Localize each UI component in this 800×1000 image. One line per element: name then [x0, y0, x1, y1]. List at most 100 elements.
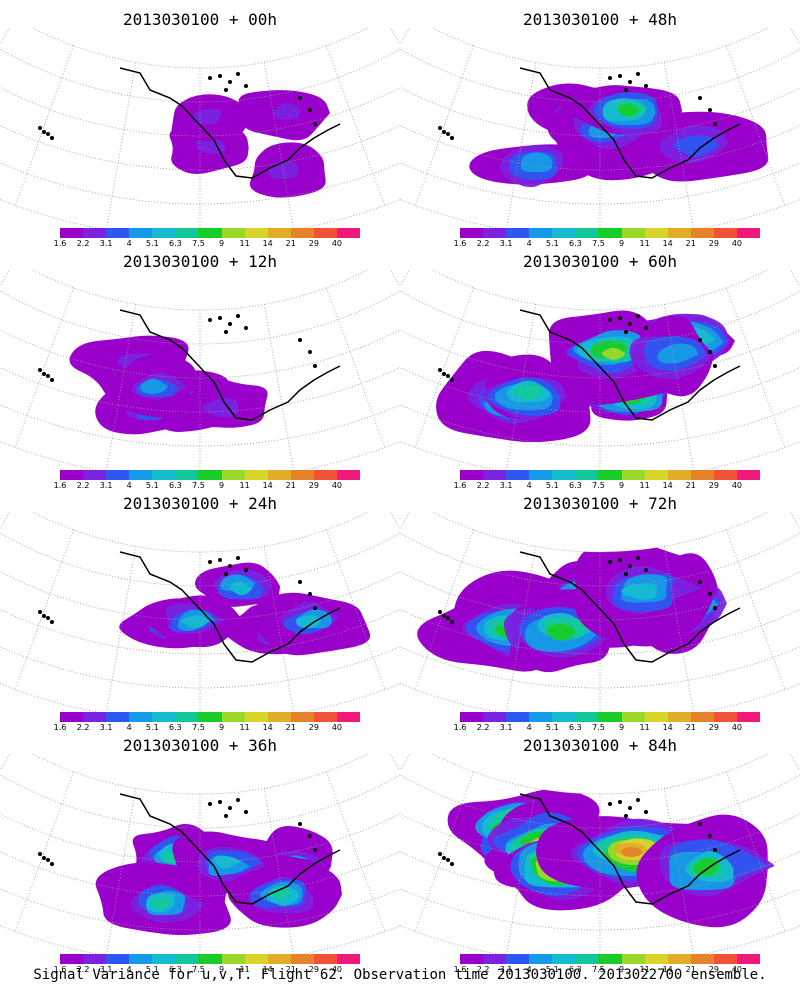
legend-swatch [552, 712, 576, 722]
legend-tick-label: 6.3 [169, 723, 182, 732]
legend-tick-label: 4 [126, 965, 132, 974]
legend-swatch [198, 470, 222, 480]
legend-color-bar [60, 712, 361, 722]
legend-tick-label: 1.6 [53, 965, 67, 974]
variance-contour [621, 846, 644, 857]
islands [438, 556, 717, 624]
legend-swatch [152, 470, 176, 480]
legend-swatch [483, 712, 507, 722]
panel-title: 2013030100 + 72h [522, 494, 678, 513]
legend-tick-label: 29 [308, 965, 319, 974]
legend-color-bar [460, 228, 761, 238]
legend-swatch [152, 712, 176, 722]
legend-tick-label: 14 [662, 965, 673, 974]
map-panel: 2013030100 + 12h 1.6 2.2 3.1 4 5.1 6.3 7.5 9 11 14… [0, 248, 400, 493]
variance-contour [296, 615, 321, 629]
legend-swatch [529, 954, 553, 964]
legend-tick-label: 9 [218, 965, 225, 974]
variance-contour [150, 898, 170, 910]
legend-tick-label: 40 [331, 481, 343, 490]
legend-swatch [667, 228, 691, 238]
legend-tick-label: 5.1 [545, 481, 559, 490]
legend-swatch [129, 954, 153, 964]
legend-tick-label: 14 [662, 481, 673, 490]
legend-tick-label: 7.5 [192, 723, 205, 732]
legend-swatch [644, 470, 668, 480]
legend-tick-label: 40 [331, 239, 343, 248]
legend-tick-label: 3.1 [99, 481, 113, 490]
legend-swatch [313, 712, 337, 722]
variance-contour [268, 160, 299, 180]
legend-tick-label: 14 [262, 481, 273, 490]
color-legend: 1.6 2.2 3.1 4 5.1 6.3 7.5 9 11 14 21 29 40 [54, 470, 361, 492]
legend-tick-label: 29 [708, 965, 719, 974]
legend-tick-label: 29 [308, 481, 319, 490]
panel-title: 2013030100 + 12h [122, 252, 278, 271]
map-panel: 2013030100 + 60h 1.6 2.2 3.1 4 5.1 6.3 7.5 9 11 14… [400, 248, 800, 493]
legend-swatch [644, 712, 668, 722]
legend-swatch [552, 954, 576, 964]
legend-labels: 1.6 2.2 3.1 4 5.1 6.3 7.5 9 11 14 21 29 40 [454, 722, 760, 732]
legend-tick-label: 5.1 [145, 965, 159, 974]
legend-swatch [152, 228, 176, 238]
coastline [119, 309, 341, 421]
variance-map [400, 28, 800, 228]
legend-tick-label: 2.2 [476, 481, 490, 490]
legend-swatch [152, 954, 176, 964]
legend-tick-label: 6.3 [569, 239, 582, 248]
legend-tick-label: 21 [685, 723, 696, 732]
color-legend: 1.6 2.2 3.1 4 5.1 6.3 7.5 9 11 14 21 29 40 [54, 228, 361, 250]
legend-swatch [644, 954, 668, 964]
legend-swatch [198, 954, 222, 964]
legend-tick-label: 11 [239, 965, 250, 974]
legend-tick-label: 11 [239, 723, 250, 732]
legend-tick-label: 4 [126, 723, 132, 732]
variance-map [0, 754, 400, 954]
legend-tick-label: 14 [262, 239, 273, 248]
legend-tick-label: 40 [731, 965, 743, 974]
legend-tick-label: 3.1 [99, 239, 113, 248]
legend-swatch [175, 470, 199, 480]
legend-swatch [598, 228, 622, 238]
legend-swatch [690, 228, 714, 238]
legend-tick-label: 11 [639, 723, 650, 732]
legend-swatch [336, 228, 361, 238]
legend-swatch [506, 470, 530, 480]
legend-tick-label: 5.1 [545, 239, 559, 248]
legend-tick-label: 9 [618, 481, 625, 490]
variance-contour [214, 855, 242, 870]
islands [438, 72, 717, 140]
legend-swatch [290, 228, 314, 238]
figure-caption: Signal Variance for u,v,T. Flight 62. Ob… [33, 967, 767, 983]
legend-labels: 1.6 2.2 3.1 4 5.1 6.3 7.5 9 11 14 21 29 40 [54, 722, 360, 732]
legend-tick-label: 11 [639, 965, 650, 974]
legend-tick-label: 14 [262, 965, 273, 974]
lat-lon-grid [0, 270, 400, 470]
legend-tick-label: 5.1 [145, 723, 159, 732]
legend-swatch [529, 470, 553, 480]
lat-lon-grid [0, 512, 400, 712]
legend-tick-label: 4 [126, 239, 132, 248]
color-legend: 1.6 2.2 3.1 4 5.1 6.3 7.5 9 11 14 21 29 40 [454, 470, 761, 492]
legend-labels: 1.6 2.2 3.1 4 5.1 6.3 7.5 9 11 14 21 29 40 [454, 480, 760, 490]
legend-swatch [713, 228, 737, 238]
legend-swatch [290, 712, 314, 722]
legend-tick-label: 14 [662, 723, 673, 732]
legend-tick-label: 9 [218, 723, 225, 732]
legend-color-bar [460, 712, 761, 722]
legend-swatch [552, 470, 576, 480]
legend-swatch [336, 954, 361, 964]
legend-swatch [575, 954, 599, 964]
legend-swatch [267, 954, 291, 964]
color-legend: 1.6 2.2 3.1 4 5.1 6.3 7.5 9 11 14 21 29 40 [454, 954, 761, 976]
legend-tick-label: 40 [331, 723, 343, 732]
legend-tick-label: 5.1 [545, 723, 559, 732]
color-legend: 1.6 2.2 3.1 4 5.1 6.3 7.5 9 11 14 21 29 40 [54, 712, 361, 734]
legend-tick-label: 29 [708, 239, 719, 248]
legend-swatch [598, 712, 622, 722]
legend-swatch [575, 470, 599, 480]
legend-swatch [736, 954, 761, 964]
legend-swatch [736, 228, 761, 238]
coastline [519, 551, 741, 663]
map-panel: 2013030100 + 24h 1.6 2.2 3.1 4 5.1 6.3 7.5 9 11 14… [0, 490, 400, 735]
